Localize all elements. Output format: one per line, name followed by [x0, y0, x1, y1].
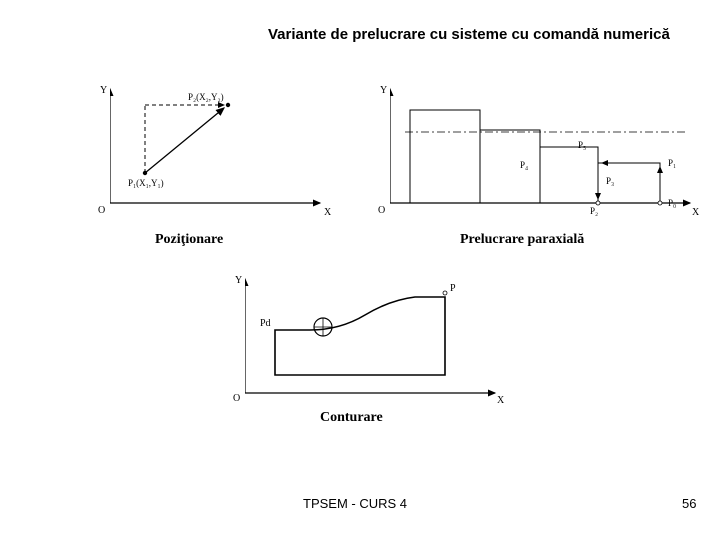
step-1: [410, 110, 480, 203]
page-title: Variante de prelucrare cu sisteme cu com…: [268, 26, 670, 43]
d2-y-axis-label: Y: [380, 85, 387, 96]
contour-shape: [275, 297, 445, 375]
d2-caption: Prelucrare paraxială: [460, 232, 584, 248]
d2-origin-label: O: [378, 205, 385, 216]
d3-origin-label: O: [233, 393, 240, 404]
diagram-positioning: [110, 85, 330, 225]
d3-pd-label: Pd: [260, 318, 271, 329]
diagram-contouring: [245, 275, 505, 410]
footer-page-number: 56: [682, 496, 696, 511]
d3-caption: Conturare: [320, 410, 383, 426]
d1-caption: Poziţionare: [155, 232, 223, 248]
d2-x-axis-label: X: [692, 207, 699, 218]
footer-left: TPSEM - CURS 4: [303, 496, 407, 511]
d1-y-axis-label: Y: [100, 85, 107, 96]
d1-p2-label: P₂(X₂,Y₂): [188, 92, 224, 102]
d3-x-axis-label: X: [497, 395, 504, 406]
d2-p4-label: P₄: [520, 160, 528, 170]
d1-origin-label: O: [98, 205, 105, 216]
diagram-paraxial: [390, 85, 700, 225]
d2-p3-label: P₃: [606, 176, 614, 186]
step-3: [540, 147, 598, 203]
d3-y-axis-label: Y: [235, 275, 242, 286]
d1-p1-label: P₁(X₁,Y₁): [128, 178, 164, 188]
d2-p2-label: P₂: [590, 206, 598, 216]
d2-p5-label: P₅: [578, 140, 586, 150]
step-2: [480, 130, 540, 203]
d2-p0-label: P₀: [668, 198, 676, 208]
point-p2: [226, 103, 230, 107]
d3-p-label: P: [450, 283, 456, 294]
d1-x-axis-label: X: [324, 207, 331, 218]
d2-p1-label: P₁: [668, 158, 676, 168]
